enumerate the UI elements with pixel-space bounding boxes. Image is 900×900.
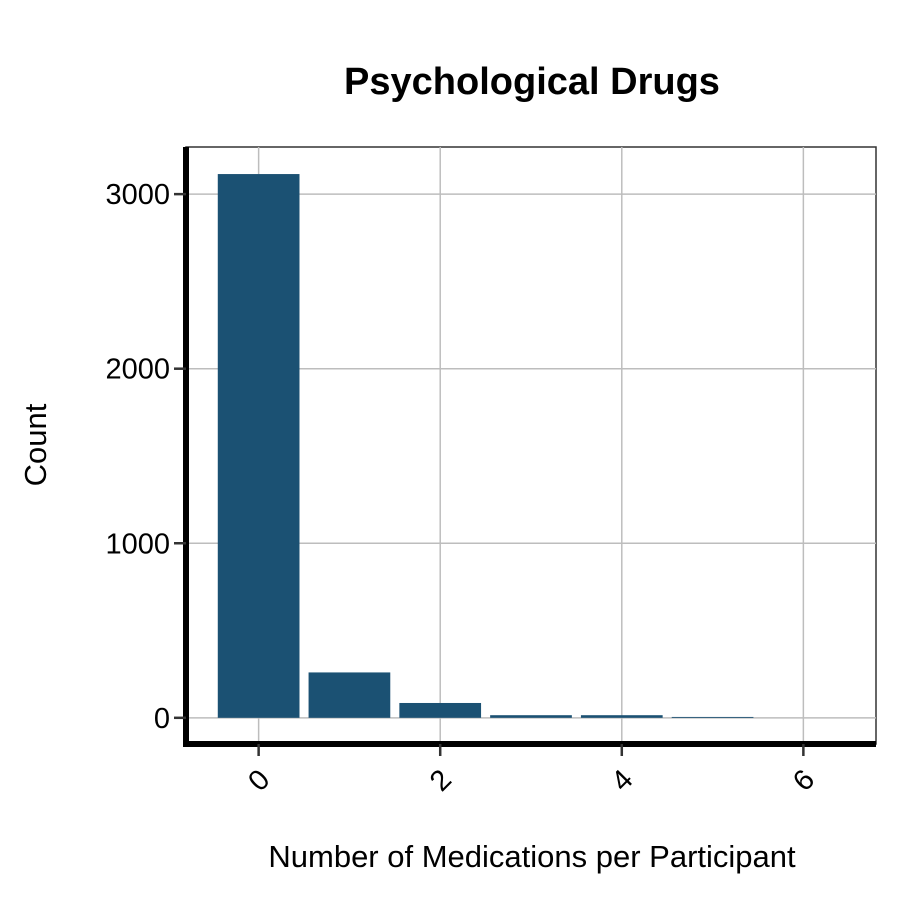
plot-panel xyxy=(185,146,877,745)
y-tick-label: 1000 xyxy=(105,528,170,560)
x-tick-label: 2 xyxy=(424,764,458,798)
x-axis-title: Number of Medications per Participant xyxy=(268,839,796,874)
x-tick-label: 0 xyxy=(242,764,276,798)
plot-area: 0 1000 2000 3000 0 2 4 6 xyxy=(105,146,877,798)
bar-1 xyxy=(308,672,391,718)
bar-0 xyxy=(217,174,300,718)
chart-title: Psychological Drugs xyxy=(344,61,720,103)
bars xyxy=(217,174,754,718)
x-tick-label: 4 xyxy=(605,764,639,798)
y-axis-title: Count xyxy=(18,403,53,486)
bar-4 xyxy=(580,715,663,718)
y-tick-label: 2000 xyxy=(105,354,170,386)
bar-5 xyxy=(671,716,754,718)
x-tick-label: 6 xyxy=(787,764,821,798)
y-tick-label: 3000 xyxy=(105,179,170,211)
y-tick-label: 0 xyxy=(154,703,170,735)
bar-3 xyxy=(490,715,572,718)
bar-2 xyxy=(399,702,482,718)
x-axis-ticks: 0 2 4 6 xyxy=(242,744,821,798)
y-axis-ticks: 0 1000 2000 3000 xyxy=(105,179,186,735)
